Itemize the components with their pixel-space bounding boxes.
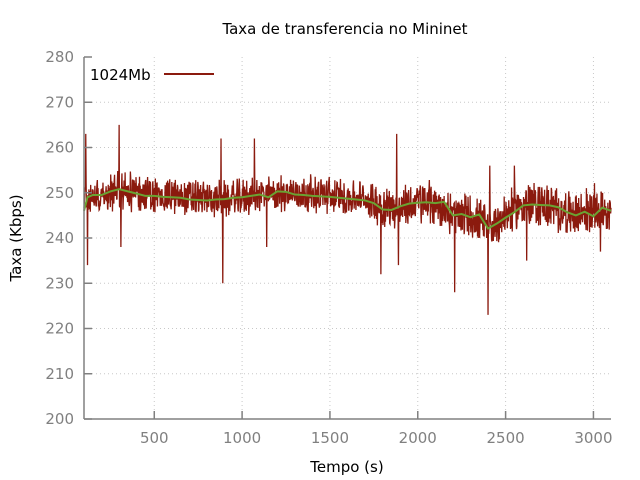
chart-title: Taxa de transferencia no Mininet: [221, 20, 467, 38]
y-tick-label: 270: [45, 93, 74, 111]
y-tick-label: 200: [45, 410, 74, 428]
y-tick-label: 280: [45, 48, 74, 66]
y-axis-label: Taxa (Kbps): [7, 194, 25, 282]
x-tick-label: 2000: [399, 429, 437, 447]
y-tick-label: 210: [45, 365, 74, 383]
y-tick-label: 230: [45, 274, 74, 292]
smoothed-average-line: [83, 188, 612, 230]
series-1024mb-line: [83, 124, 612, 315]
x-tick-label: 2500: [487, 429, 525, 447]
y-tick-label: 260: [45, 139, 74, 157]
legend-label: 1024Mb: [90, 66, 151, 84]
axes: [83, 57, 611, 420]
ticks: 200 210 220 230 240 250 260 270 280 500 1000 1500 20…: [45, 48, 612, 447]
plot-area: [83, 124, 612, 315]
x-tick-label: 500: [140, 429, 169, 447]
x-tick-label: 3000: [574, 429, 612, 447]
x-axis-label: Tempo (s): [309, 458, 383, 476]
y-tick-label: 240: [45, 229, 74, 247]
x-tick-label: 1500: [311, 429, 349, 447]
y-tick-label: 250: [45, 184, 74, 202]
y-tick-label: 220: [45, 320, 74, 338]
grid: [84, 57, 611, 419]
legend: 1024Mb: [90, 66, 214, 84]
x-tick-label: 1000: [223, 429, 261, 447]
